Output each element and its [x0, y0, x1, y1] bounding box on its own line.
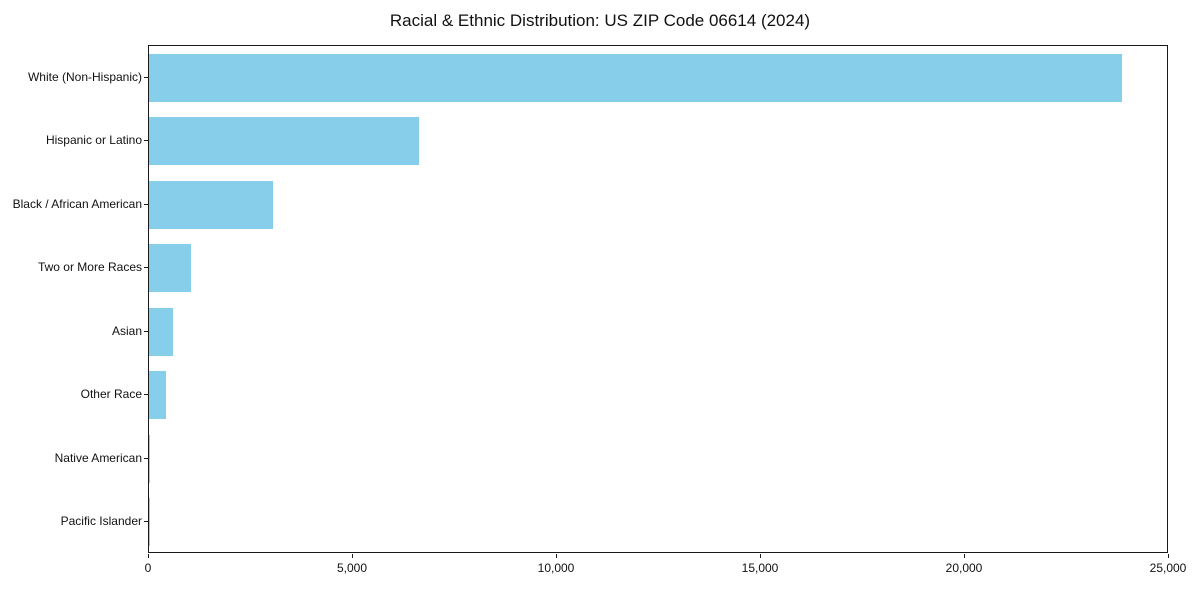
y-tick-mark [144, 521, 148, 523]
y-tick-label: Asian [111, 323, 142, 338]
x-tick-mark [352, 554, 353, 558]
y-tick-label: Black / African American [12, 196, 142, 211]
x-tick-label: 0 [144, 561, 152, 575]
y-tick-label: Pacific Islander [60, 514, 142, 529]
y-tick-mark [144, 394, 148, 396]
y-tick-label: Other Race [80, 387, 142, 402]
y-tick-label: White (Non-Hispanic) [27, 69, 142, 84]
bar-hispanic-or-latino [149, 117, 420, 166]
bar-other-race [149, 371, 167, 420]
x-tick-mark [1168, 554, 1169, 558]
bar-two-or-more-races [149, 244, 192, 293]
bar-white-non-hispanic [149, 53, 1123, 102]
y-tick-mark [144, 203, 148, 205]
y-tick-label: Two or More Races [37, 260, 142, 275]
y-tick-mark [144, 457, 148, 459]
x-tick-label: 20,000 [945, 561, 983, 575]
bar-black-african-american [149, 180, 274, 229]
x-tick-label: 5,000 [336, 561, 368, 575]
y-tick-mark [144, 330, 148, 332]
y-tick-mark [144, 140, 148, 142]
y-tick-mark [144, 267, 148, 269]
x-tick-mark [760, 554, 761, 558]
y-tick-mark [144, 76, 148, 78]
y-tick-label: Native American [54, 450, 142, 465]
plot-area [148, 45, 1168, 553]
bar-native-american [149, 434, 150, 483]
x-tick-label: 15,000 [741, 561, 779, 575]
y-tick-label: Hispanic or Latino [45, 133, 142, 148]
x-tick-label: 10,000 [537, 561, 575, 575]
x-tick-label: 25,000 [1149, 561, 1187, 575]
chart-title: Racial & Ethnic Distribution: US ZIP Cod… [389, 11, 811, 30]
x-tick-mark [964, 554, 965, 558]
x-tick-mark [556, 554, 557, 558]
x-tick-mark [148, 554, 149, 558]
bar-asian [149, 307, 174, 356]
